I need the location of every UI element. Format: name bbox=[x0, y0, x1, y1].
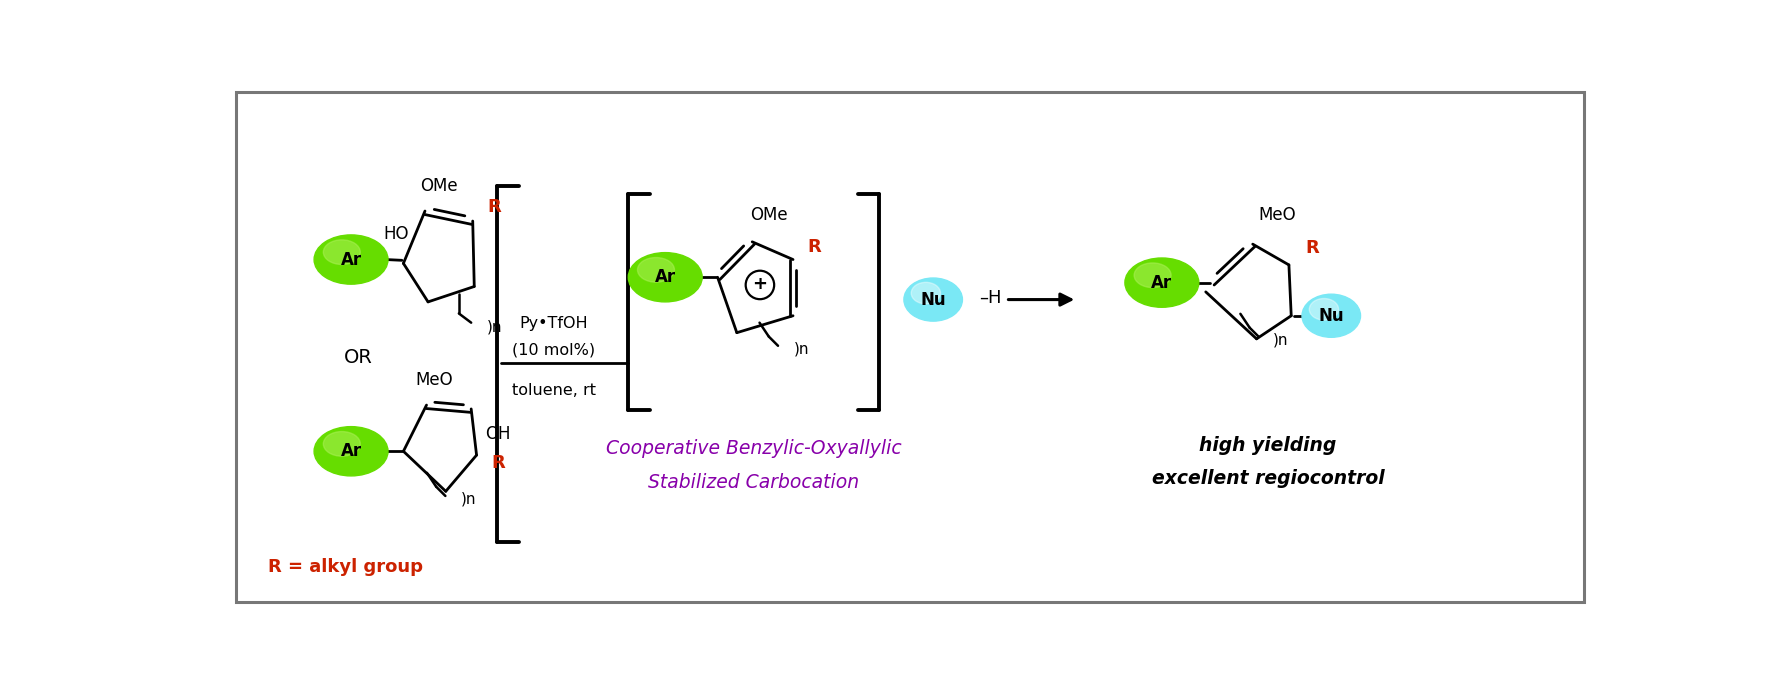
Text: OMe: OMe bbox=[751, 206, 788, 224]
Text: R = alkyl group: R = alkyl group bbox=[268, 558, 422, 576]
Text: Py•TfOH: Py•TfOH bbox=[520, 316, 588, 331]
Text: Nu: Nu bbox=[921, 291, 946, 308]
Text: HO: HO bbox=[383, 225, 408, 243]
Text: )n: )n bbox=[1273, 333, 1289, 348]
Ellipse shape bbox=[314, 235, 389, 284]
Text: toluene, rt: toluene, rt bbox=[511, 383, 596, 398]
Text: Stabilized Carbocation: Stabilized Carbocation bbox=[648, 473, 859, 492]
Text: MeO: MeO bbox=[415, 372, 453, 390]
Text: )n: )n bbox=[486, 320, 502, 335]
Ellipse shape bbox=[911, 282, 941, 304]
Text: Ar: Ar bbox=[1152, 273, 1173, 292]
Text: R: R bbox=[488, 198, 501, 216]
Ellipse shape bbox=[903, 278, 962, 321]
Text: +: + bbox=[753, 275, 767, 293]
Text: high yielding: high yielding bbox=[1200, 436, 1337, 455]
Ellipse shape bbox=[323, 240, 360, 264]
Text: Ar: Ar bbox=[655, 268, 676, 286]
Ellipse shape bbox=[314, 427, 389, 476]
Text: (10 mol%): (10 mol%) bbox=[511, 342, 595, 357]
Text: excellent regiocontrol: excellent regiocontrol bbox=[1152, 469, 1385, 488]
Text: R: R bbox=[492, 454, 506, 472]
Text: MeO: MeO bbox=[1258, 206, 1296, 224]
Ellipse shape bbox=[637, 258, 674, 282]
Text: OMe: OMe bbox=[421, 177, 458, 195]
Text: –H: –H bbox=[980, 289, 1001, 307]
Ellipse shape bbox=[1310, 299, 1338, 320]
Text: Ar: Ar bbox=[341, 251, 362, 269]
Ellipse shape bbox=[323, 431, 360, 456]
Text: R: R bbox=[1305, 239, 1319, 257]
Text: )n: )n bbox=[462, 491, 476, 506]
Text: R: R bbox=[808, 238, 822, 256]
Ellipse shape bbox=[1134, 263, 1172, 288]
Text: Ar: Ar bbox=[341, 442, 362, 460]
Text: Nu: Nu bbox=[1319, 307, 1344, 325]
Ellipse shape bbox=[628, 253, 703, 302]
Text: Cooperative Benzylic-Oxyallylic: Cooperative Benzylic-Oxyallylic bbox=[605, 439, 902, 458]
Text: OR: OR bbox=[344, 348, 373, 367]
Text: OH: OH bbox=[485, 425, 511, 442]
Ellipse shape bbox=[1125, 258, 1198, 307]
Ellipse shape bbox=[1303, 294, 1360, 337]
Text: )n: )n bbox=[793, 341, 809, 357]
FancyBboxPatch shape bbox=[236, 91, 1583, 602]
